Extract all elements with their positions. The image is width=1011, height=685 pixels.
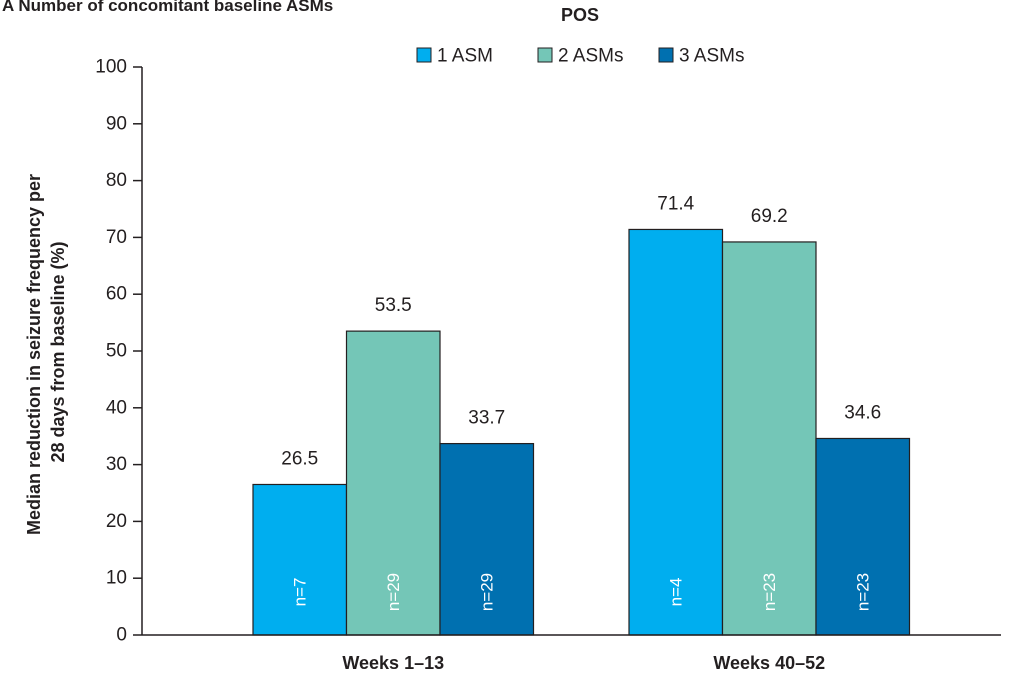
x-category-label: Weeks 1–13	[342, 653, 444, 673]
x-category-label: Weeks 40–52	[713, 653, 825, 673]
y-tick-label: 40	[106, 397, 127, 418]
legend-swatch	[537, 47, 553, 63]
y-axis-title-line-1: Median reduction in seizure frequency pe…	[24, 174, 44, 535]
y-axis: 0 10 20 30 40 50 60 70 80 90 100	[95, 57, 143, 646]
bar	[628, 228, 724, 636]
legend-label: 3 ASMs	[679, 46, 744, 67]
chart-title: POS	[561, 5, 599, 25]
bar-value-label: 33.7	[468, 408, 505, 429]
y-tick-label: 60	[106, 284, 127, 305]
bar	[439, 442, 535, 636]
bars: 26.5 n=7 53.5 n=29 33.7 n=29 71.4 n=4 69.2 n=23 34…	[252, 193, 911, 636]
legend: 1 ASM 2 ASMs 3 ASMs	[416, 46, 744, 67]
legend-label: 1 ASM	[437, 46, 493, 67]
panel-title: A Number of concomitant baseline ASMs	[2, 0, 333, 15]
bar-value-label: 53.5	[375, 295, 412, 316]
x-axis: Weeks 1–13 Weeks 40–52	[142, 634, 1001, 673]
bar-value-label: 34.6	[844, 402, 881, 423]
bar	[252, 483, 348, 636]
bar-n-label: n=29	[477, 573, 496, 611]
bar	[721, 241, 817, 636]
bar-value-label: 26.5	[281, 448, 318, 469]
legend-label: 2 ASMs	[558, 46, 623, 67]
y-axis-title-line-2: 28 days from baseline (%)	[48, 241, 68, 462]
bar-n-label: n=29	[384, 573, 403, 611]
y-tick-label: 100	[95, 57, 127, 78]
y-tick-label: 0	[116, 625, 127, 646]
y-tick-label: 80	[106, 170, 127, 191]
bar-value-label: 69.2	[751, 206, 788, 227]
bar	[815, 437, 911, 636]
y-tick-label: 90	[106, 113, 127, 134]
y-tick-label: 50	[106, 341, 127, 362]
bar-n-label: n=23	[853, 573, 872, 611]
bar-n-label: n=23	[760, 573, 779, 611]
legend-swatch	[416, 47, 432, 63]
bar-n-label: n=4	[666, 578, 685, 607]
y-tick-label: 30	[106, 454, 127, 475]
bar-n-label: n=7	[290, 578, 309, 607]
bar	[345, 330, 441, 636]
y-tick-label: 20	[106, 511, 127, 532]
y-axis-title: Median reduction in seizure frequency pe…	[24, 169, 68, 535]
y-tick-label: 70	[106, 227, 127, 248]
bar-value-label: 71.4	[657, 193, 694, 214]
y-tick-label: 10	[106, 568, 127, 589]
legend-swatch	[658, 47, 674, 63]
